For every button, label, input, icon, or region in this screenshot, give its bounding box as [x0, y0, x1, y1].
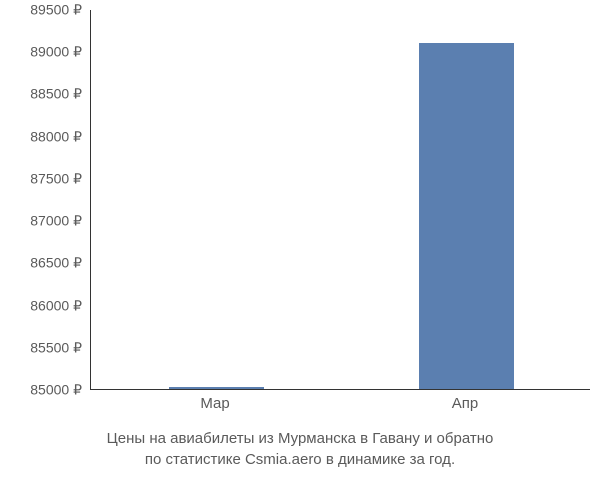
price-chart: 85000 ₽ 85500 ₽ 86000 ₽ 86500 ₽ 87000 ₽ 87500… — [0, 10, 600, 410]
bar — [419, 43, 514, 389]
caption-line-1: Цены на авиабилеты из Мурманска в Гавану… — [0, 428, 600, 449]
y-tick-label: 89500 ₽ — [30, 2, 82, 19]
y-tick-label: 89000 ₽ — [30, 44, 82, 61]
bar — [169, 387, 264, 389]
y-tick-label: 86000 ₽ — [30, 297, 82, 314]
y-tick-label: 86500 ₽ — [30, 255, 82, 272]
chart-caption: Цены на авиабилеты из Мурманска в Гавану… — [0, 428, 600, 470]
y-tick-label: 88500 ₽ — [30, 86, 82, 103]
y-tick-label: 87500 ₽ — [30, 170, 82, 187]
plot-area — [90, 10, 590, 390]
caption-line-2: по статистике Csmia.aero в динамике за г… — [0, 449, 600, 470]
y-tick-label: 85000 ₽ — [30, 382, 82, 399]
y-axis: 85000 ₽85500 ₽86000 ₽86500 ₽87000 ₽87500… — [0, 10, 90, 390]
y-tick-label: 85500 ₽ — [30, 339, 82, 356]
x-tick-label: Мар — [200, 395, 229, 412]
x-tick-label: Апр — [452, 395, 478, 412]
y-tick-label: 88000 ₽ — [30, 128, 82, 145]
y-tick-label: 87000 ₽ — [30, 213, 82, 230]
x-axis-labels: Мар Апр — [90, 395, 590, 420]
